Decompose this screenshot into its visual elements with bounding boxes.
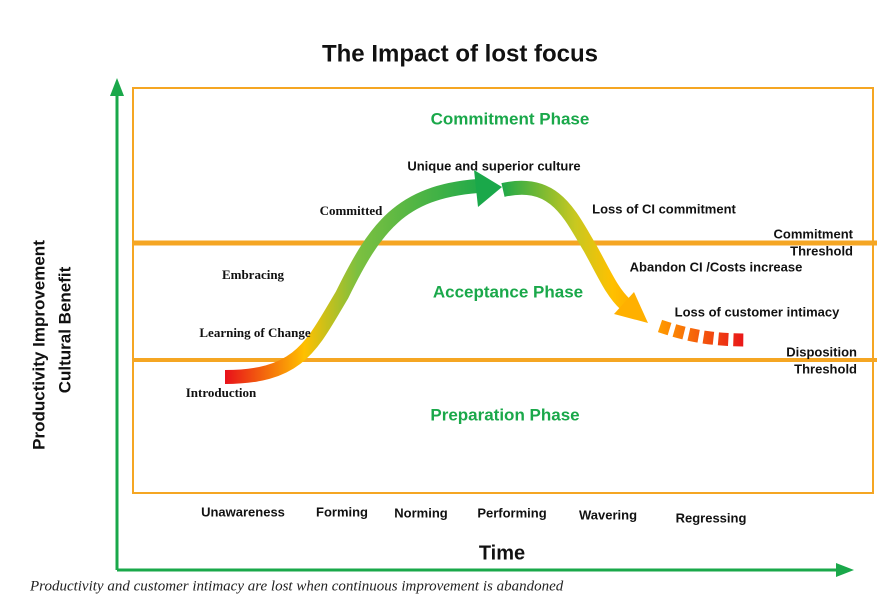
x-axis-label: Time — [479, 542, 525, 564]
threshold-label: Threshold — [794, 361, 857, 376]
caption: Productivity and customer intimacy are l… — [29, 578, 564, 594]
threshold-label: Commitment — [774, 226, 854, 241]
y-axis-label: Cultural Benefit — [55, 266, 74, 393]
stage-label: Norming — [394, 505, 448, 520]
phase-label: Acceptance Phase — [433, 282, 583, 301]
stage-label: Performing — [477, 505, 546, 520]
title: The Impact of lost focus — [322, 40, 598, 67]
curve — [224, 170, 749, 384]
y-axis-label: Productivity Improvement — [29, 240, 48, 450]
threshold-label: Disposition — [786, 344, 857, 359]
curve-label: Loss of customer intimacy — [675, 304, 840, 319]
curve-label: Learning of Change — [199, 325, 310, 340]
phase-box — [132, 87, 877, 494]
phase-label: Commitment Phase — [431, 109, 590, 128]
curve-label: Abandon CI /Costs increase — [630, 259, 803, 274]
curve-label: Introduction — [186, 385, 257, 400]
axes — [110, 78, 854, 577]
curve-label: Loss of CI commitment — [592, 201, 736, 216]
stage-label: Forming — [316, 504, 368, 519]
stage-label: Wavering — [579, 507, 637, 522]
stage-label: Unawareness — [201, 504, 285, 519]
threshold-label: Threshold — [790, 243, 853, 258]
stage-label: Regressing — [676, 510, 747, 525]
curve-label: Committed — [320, 203, 384, 218]
phase-label: Preparation Phase — [430, 405, 579, 424]
curve-label: Unique and superior culture — [407, 158, 580, 173]
curve-label: Embracing — [222, 267, 285, 282]
